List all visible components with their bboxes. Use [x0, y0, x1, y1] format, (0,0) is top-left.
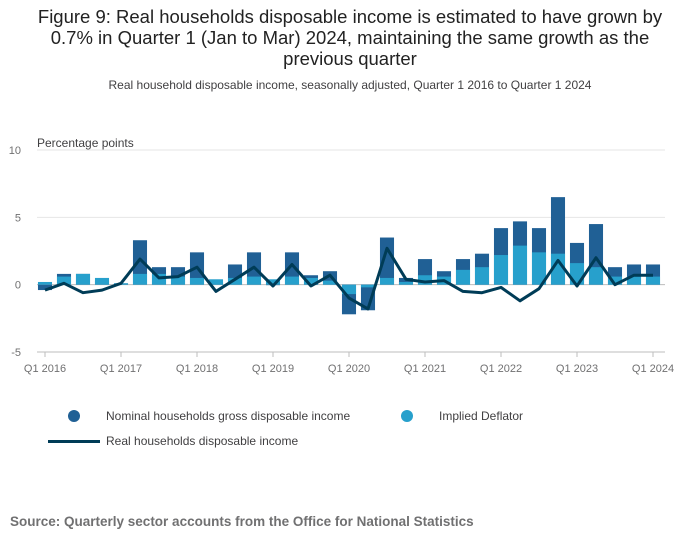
bar-deflator: [56, 276, 72, 285]
bar-deflator: [170, 276, 186, 285]
bar-deflator: [322, 280, 338, 285]
bar-deflator: [360, 284, 376, 288]
bar-nominal: [132, 240, 148, 285]
source-note: Source: Quarterly sector accounts from t…: [10, 514, 474, 529]
legend-label-nominal: Nominal households gross disposable inco…: [106, 409, 351, 423]
x-tick-label: Q1 2023: [556, 363, 598, 375]
legend-item-real[interactable]: Real households disposable income: [48, 434, 298, 448]
bar-deflator: [493, 255, 509, 285]
legend-item-nominal[interactable]: Nominal households gross disposable inco…: [68, 409, 350, 423]
line-real-income: [44, 246, 653, 311]
bar-deflator: [246, 276, 262, 285]
y-tick-label: 10: [9, 145, 21, 157]
chart-title: Figure 9: Real households disposable inc…: [37, 6, 663, 69]
x-tick-label: Q1 2021: [404, 363, 446, 375]
legend-label-real: Real households disposable income: [106, 434, 299, 448]
bar-deflator: [512, 245, 528, 285]
bar-deflator: [626, 276, 642, 285]
bar-deflator: [284, 276, 300, 285]
x-tick-label: Q1 2024: [632, 363, 674, 375]
bar-deflator: [208, 279, 224, 285]
bar-deflator: [37, 281, 53, 285]
bar-deflator: [398, 281, 414, 285]
bar-deflator: [94, 277, 110, 285]
bar-deflator: [531, 252, 547, 285]
bar-deflator: [550, 253, 566, 285]
legend-swatch-real: [48, 439, 100, 443]
chart-subtitle: Real household disposable income, season…: [108, 78, 592, 92]
bar-deflator: [455, 269, 471, 285]
bar-deflator: [379, 277, 395, 285]
bar-deflator: [341, 284, 357, 295]
bar-deflator: [474, 267, 490, 285]
x-tick-label: Q1 2016: [24, 363, 66, 375]
legend-swatch-nominal: [68, 410, 80, 422]
x-tick-label: Q1 2020: [328, 363, 370, 375]
legend-item-deflator[interactable]: Implied Deflator: [401, 409, 523, 423]
y-tick-label: 5: [15, 212, 21, 224]
x-tick-label: Q1 2017: [100, 363, 142, 375]
x-tick-label: Q1 2018: [176, 363, 218, 375]
y-tick-label: 0: [15, 280, 21, 292]
bar-deflator: [227, 277, 243, 285]
chart-plot: -5 0 5 10 Q1 2016 Q1 2017 Q1 2018 Q1 2019 Q1 202…: [9, 145, 674, 375]
x-tick-label: Q1 2019: [252, 363, 294, 375]
bar-deflator: [588, 267, 604, 285]
bar-nominal: [360, 284, 376, 311]
y-axis-label: Percentage points: [37, 136, 134, 150]
bar-nominal: [398, 277, 414, 285]
legend-swatch-deflator: [401, 410, 413, 422]
bar-deflator: [189, 277, 205, 285]
bar-deflator: [265, 279, 281, 285]
bar-nominal: [37, 284, 53, 291]
legend-label-deflator: Implied Deflator: [439, 409, 524, 423]
x-tick-label: Q1 2022: [480, 363, 522, 375]
bar-nominal: [379, 237, 395, 285]
bar-deflator: [607, 276, 623, 285]
bar-deflator: [417, 275, 433, 285]
bar-deflator: [75, 273, 91, 285]
bar-deflator: [303, 277, 319, 285]
bar-deflator: [645, 276, 661, 285]
bar-deflator: [132, 273, 148, 285]
y-tick-label: -5: [11, 347, 21, 359]
